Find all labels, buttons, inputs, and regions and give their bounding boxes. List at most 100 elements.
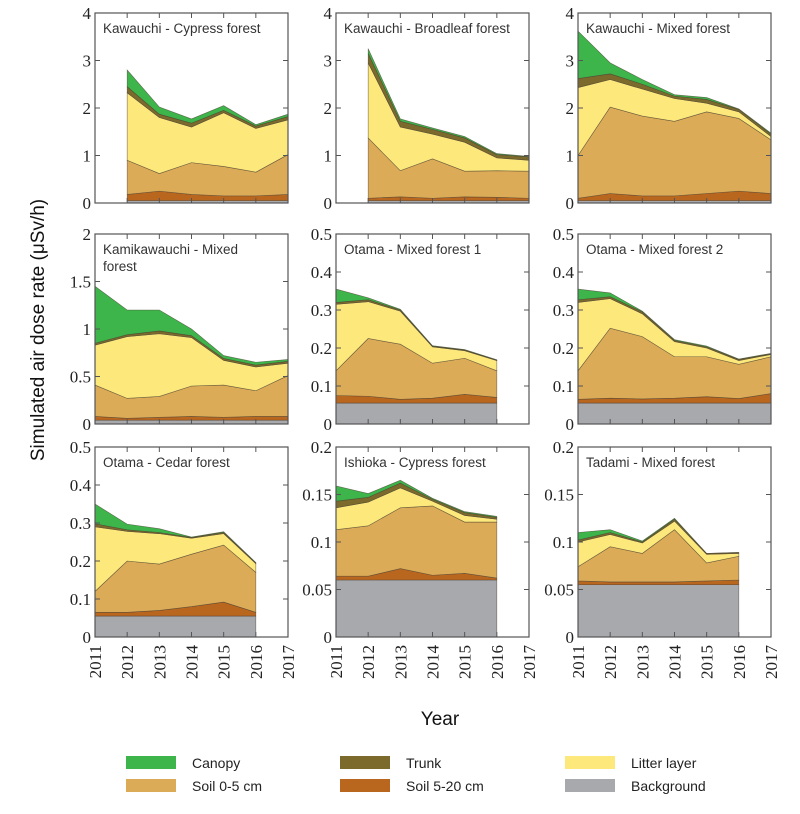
panel-title: Ishioka - Cypress forest bbox=[344, 455, 486, 470]
x-tick-label: 2016 bbox=[488, 645, 507, 679]
y-tick-label: 0.1 bbox=[311, 377, 332, 396]
y-tick-label: 0 bbox=[83, 194, 92, 213]
panel-title: Kamikawauchi - Mixed bbox=[103, 242, 238, 257]
panel: 0 1 2 3 4 Kawauchi - Cypress forest bbox=[83, 4, 289, 213]
legend-swatch bbox=[340, 756, 390, 769]
y-tick-label: 0.2 bbox=[70, 552, 91, 571]
y-tick-label: 0.5 bbox=[311, 225, 332, 244]
y-tick-label: 3 bbox=[83, 52, 92, 71]
panel: 0 1 2 3 4 Kawauchi - Broadleaf forest bbox=[324, 4, 530, 213]
y-tick-label: 0.4 bbox=[70, 476, 92, 495]
y-tick-label: 1 bbox=[566, 147, 575, 166]
legend-label: Soil 0-5 cm bbox=[192, 778, 262, 794]
x-tick-label: 2017 bbox=[762, 645, 781, 680]
panel: 0 0.1 0.2 0.3 0.4 0.5 Otama - Mixed forest 1 bbox=[311, 225, 530, 434]
y-tick-label: 0.3 bbox=[311, 301, 332, 320]
panel: 0 0.05 0.1 0.15 0.2 Tadami - Mixed forest 2011… bbox=[544, 438, 781, 679]
y-tick-label: 1 bbox=[83, 320, 92, 339]
y-tick-label: 0 bbox=[324, 415, 333, 434]
panel-title: Kawauchi - Broadleaf forest bbox=[344, 21, 510, 36]
panel-title: Otama - Mixed forest 1 bbox=[344, 242, 481, 257]
area-background bbox=[335, 579, 498, 638]
y-tick-label: 0 bbox=[566, 415, 575, 434]
x-tick-label: 2015 bbox=[698, 645, 717, 679]
x-tick-label: 2012 bbox=[359, 645, 378, 679]
legend-label: Soil 5-20 cm bbox=[406, 778, 484, 794]
legend-swatch bbox=[340, 779, 390, 792]
y-tick-label: 0.4 bbox=[553, 263, 575, 282]
legend-label: Trunk bbox=[406, 755, 442, 771]
x-tick-label: 2011 bbox=[327, 645, 346, 678]
y-tick-label: 4 bbox=[83, 4, 92, 23]
y-tick-label: 0.2 bbox=[553, 339, 574, 358]
legend-swatch bbox=[126, 756, 176, 769]
y-tick-label: 0.05 bbox=[544, 581, 574, 600]
panel: 0 0.05 0.1 0.15 0.2 Ishioka - Cypress forest 2… bbox=[302, 438, 539, 679]
y-tick-label: 0 bbox=[83, 415, 92, 434]
legend-label: Background bbox=[631, 778, 706, 794]
y-tick-label: 2 bbox=[83, 99, 92, 118]
area-canopy bbox=[335, 288, 498, 361]
legend-item: Soil 5-20 cm bbox=[340, 778, 484, 794]
legend-item: Background bbox=[565, 778, 706, 794]
x-tick-label: 2011 bbox=[569, 645, 588, 678]
y-tick-label: 0.15 bbox=[544, 486, 574, 505]
area-background bbox=[94, 615, 257, 638]
y-tick-label: 0 bbox=[83, 628, 92, 647]
area-background bbox=[577, 584, 740, 638]
y-tick-label: 0 bbox=[566, 628, 575, 647]
x-tick-label: 2013 bbox=[391, 645, 410, 679]
y-tick-label: 0.05 bbox=[302, 581, 332, 600]
panel-title: Kawauchi - Cypress forest bbox=[103, 21, 261, 36]
panel-title: Otama - Cedar forest bbox=[103, 455, 230, 470]
y-tick-label: 0.3 bbox=[553, 301, 574, 320]
x-tick-label: 2011 bbox=[86, 645, 105, 678]
legend-item: Trunk bbox=[340, 755, 442, 771]
x-tick-label: 2016 bbox=[247, 645, 266, 679]
x-tick-label: 2016 bbox=[730, 645, 749, 679]
legend-swatch bbox=[565, 779, 615, 792]
y-tick-label: 0 bbox=[324, 194, 333, 213]
x-tick-label: 2012 bbox=[118, 645, 137, 679]
y-tick-label: 1 bbox=[83, 147, 92, 166]
y-tick-label: 0.2 bbox=[553, 438, 574, 457]
legend-swatch bbox=[565, 756, 615, 769]
y-tick-label: 1 bbox=[324, 147, 333, 166]
area-canopy bbox=[94, 503, 257, 564]
panel: 0 0.5 1 1.5 2 Kamikawauchi - Mixed forest bbox=[70, 225, 289, 434]
area-canopy bbox=[335, 479, 498, 518]
legend-label: Litter layer bbox=[631, 755, 697, 771]
panel-title: forest bbox=[103, 259, 137, 274]
y-tick-label: 4 bbox=[324, 4, 333, 23]
x-tick-label: 2017 bbox=[520, 645, 539, 680]
y-tick-label: 0.5 bbox=[553, 225, 574, 244]
y-tick-label: 1.5 bbox=[70, 273, 91, 292]
y-tick-label: 0.1 bbox=[311, 533, 332, 552]
area-canopy bbox=[577, 517, 739, 554]
legend-label: Canopy bbox=[192, 755, 240, 771]
x-tick-label: 2015 bbox=[215, 645, 234, 679]
panel: 0 0.1 0.2 0.3 0.4 0.5 Otama - Mixed forest 2 bbox=[553, 225, 772, 434]
y-tick-label: 0.2 bbox=[311, 438, 332, 457]
panel: 0 1 2 3 4 Kawauchi - Mixed forest bbox=[566, 4, 772, 213]
y-tick-label: 0 bbox=[566, 194, 575, 213]
y-tick-label: 0.2 bbox=[311, 339, 332, 358]
y-tick-label: 2 bbox=[566, 99, 575, 118]
y-tick-label: 0.1 bbox=[553, 377, 574, 396]
y-tick-label: 4 bbox=[566, 4, 575, 23]
panel: 0 0.1 0.2 0.3 0.4 0.5 Otama - Cedar forest 2011… bbox=[70, 438, 298, 679]
x-axis-title: Year bbox=[421, 709, 460, 730]
area-background bbox=[335, 402, 498, 425]
x-tick-label: 2014 bbox=[424, 645, 443, 680]
y-tick-label: 2 bbox=[83, 225, 92, 244]
x-tick-label: 2014 bbox=[666, 645, 685, 680]
y-tick-label: 0.5 bbox=[70, 368, 91, 387]
y-tick-label: 3 bbox=[324, 52, 333, 71]
y-tick-label: 0.1 bbox=[70, 590, 91, 609]
y-tick-label: 0.5 bbox=[70, 438, 91, 457]
legend-item: Canopy bbox=[126, 755, 240, 771]
legend-item: Litter layer bbox=[565, 755, 697, 771]
legend-swatch bbox=[126, 779, 176, 792]
x-tick-label: 2013 bbox=[150, 645, 169, 679]
